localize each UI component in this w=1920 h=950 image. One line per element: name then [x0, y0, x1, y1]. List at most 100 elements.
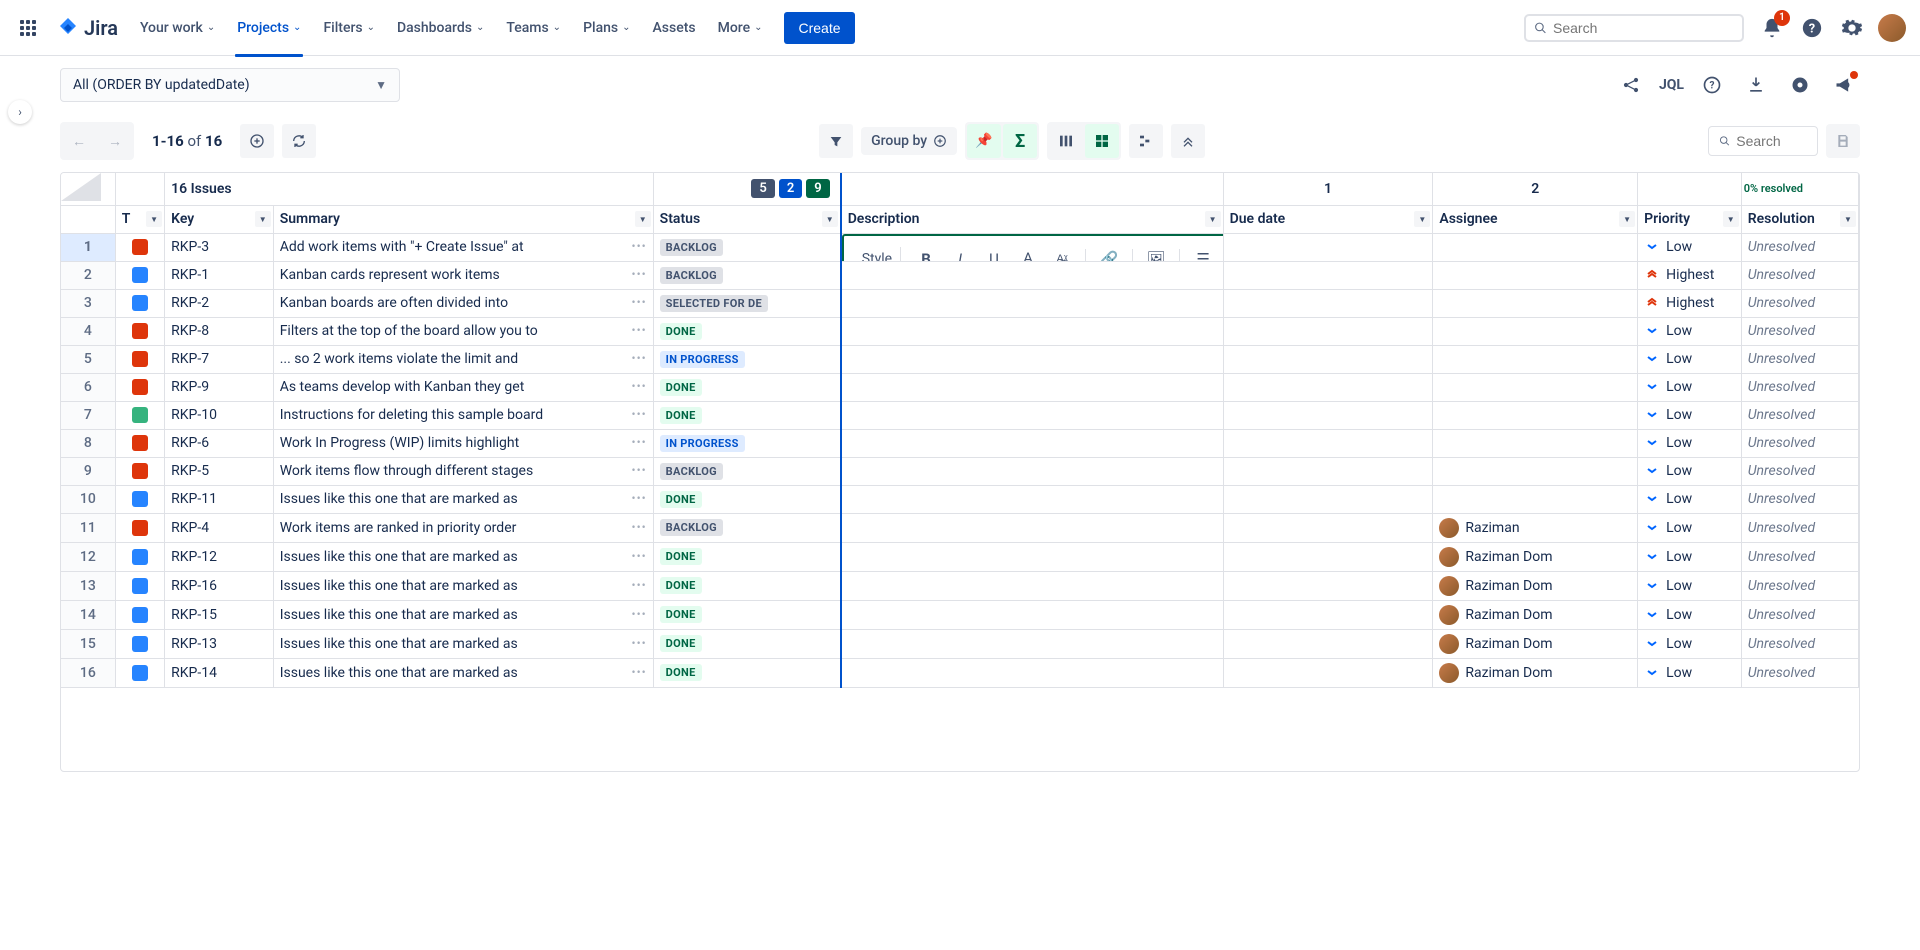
profile-avatar[interactable]: [1876, 12, 1908, 44]
duedate-cell[interactable]: [1223, 485, 1433, 513]
sort-icon[interactable]: ▼: [1723, 211, 1739, 227]
duedate-cell[interactable]: [1223, 542, 1433, 571]
description-cell[interactable]: [841, 457, 1223, 485]
status-cell[interactable]: DONE: [653, 629, 841, 658]
description-cell[interactable]: [841, 629, 1223, 658]
summary-cell[interactable]: Add work items with "+ Create Issue" at•…: [273, 233, 653, 261]
status-cell[interactable]: DONE: [653, 373, 841, 401]
duedate-cell[interactable]: [1223, 571, 1433, 600]
sort-icon[interactable]: ▼: [146, 211, 162, 227]
italic-button[interactable]: I: [945, 244, 975, 262]
resolution-cell[interactable]: Unresolved: [1741, 373, 1858, 401]
assignee-cell[interactable]: [1433, 485, 1638, 513]
table-row[interactable]: 13 RKP-16 Issues like this one that are …: [61, 571, 1859, 600]
table-row[interactable]: 15 RKP-13 Issues like this one that are …: [61, 629, 1859, 658]
sort-icon[interactable]: ▼: [1205, 211, 1221, 227]
resolution-cell[interactable]: Unresolved: [1741, 485, 1858, 513]
resolution-cell[interactable]: Unresolved: [1741, 317, 1858, 345]
filter-dropdown[interactable]: All (ORDER BY updatedDate) ▼: [60, 68, 400, 102]
table-row[interactable]: 7 RKP-10 Instructions for deleting this …: [61, 401, 1859, 429]
col-header-summary[interactable]: Summary▼: [273, 205, 653, 233]
status-cell[interactable]: DONE: [653, 658, 841, 687]
row-number[interactable]: 9: [61, 457, 115, 485]
summary-cell[interactable]: Instructions for deleting this sample bo…: [273, 401, 653, 429]
notifications-icon[interactable]: 1: [1756, 12, 1788, 44]
row-number[interactable]: 7: [61, 401, 115, 429]
more-icon[interactable]: •••: [632, 578, 647, 592]
priority-cell[interactable]: Low: [1638, 373, 1742, 401]
summary-cell[interactable]: Kanban boards are often divided into•••: [273, 289, 653, 317]
priority-cell[interactable]: Low: [1638, 345, 1742, 373]
priority-cell[interactable]: Low: [1638, 485, 1742, 513]
layout-list-button[interactable]: [1049, 124, 1083, 158]
description-cell[interactable]: [841, 373, 1223, 401]
status-cell[interactable]: DONE: [653, 401, 841, 429]
key-cell[interactable]: RKP-9: [165, 373, 274, 401]
priority-cell[interactable]: Highest: [1638, 289, 1742, 317]
more-icon[interactable]: •••: [632, 607, 647, 621]
more-icon[interactable]: •••: [632, 520, 647, 534]
col-header-due-date[interactable]: Due date▼: [1223, 205, 1433, 233]
more-icon[interactable]: •••: [632, 463, 647, 477]
priority-cell[interactable]: Low: [1638, 317, 1742, 345]
col-header-status[interactable]: Status▼: [653, 205, 841, 233]
row-number[interactable]: 4: [61, 317, 115, 345]
key-cell[interactable]: RKP-6: [165, 429, 274, 457]
row-number[interactable]: 14: [61, 600, 115, 629]
more-icon[interactable]: •••: [632, 491, 647, 505]
assignee-cell[interactable]: [1433, 233, 1638, 261]
duedate-cell[interactable]: [1223, 429, 1433, 457]
assignee-cell[interactable]: [1433, 261, 1638, 289]
status-cell[interactable]: DONE: [653, 571, 841, 600]
help-small-icon[interactable]: ?: [1696, 69, 1728, 101]
layout-grid-button[interactable]: [1085, 124, 1119, 158]
table-row[interactable]: 9 RKP-5 Work items flow through differen…: [61, 457, 1859, 485]
summary-cell[interactable]: Issues like this one that are marked as•…: [273, 571, 653, 600]
nav-item-more[interactable]: More ⌄: [708, 12, 773, 44]
col-header-description[interactable]: Description▼: [841, 205, 1223, 233]
sort-icon[interactable]: ▼: [1619, 211, 1635, 227]
row-number[interactable]: 16: [61, 658, 115, 687]
description-cell[interactable]: [841, 600, 1223, 629]
jql-button[interactable]: JQL: [1659, 77, 1684, 93]
resolution-cell[interactable]: Unresolved: [1741, 457, 1858, 485]
status-cell[interactable]: BACKLOG: [653, 261, 841, 289]
assignee-cell[interactable]: [1433, 289, 1638, 317]
description-cell[interactable]: [841, 261, 1223, 289]
duedate-cell[interactable]: [1223, 401, 1433, 429]
duedate-cell[interactable]: [1223, 373, 1433, 401]
duedate-cell[interactable]: [1223, 233, 1433, 261]
priority-cell[interactable]: Low: [1638, 401, 1742, 429]
resolution-cell[interactable]: Unresolved: [1741, 629, 1858, 658]
sort-icon[interactable]: ▼: [1414, 211, 1430, 227]
key-cell[interactable]: RKP-8: [165, 317, 274, 345]
summary-cell[interactable]: Issues like this one that are marked as•…: [273, 542, 653, 571]
summary-cell[interactable]: Issues like this one that are marked as•…: [273, 658, 653, 687]
table-row[interactable]: 16 RKP-14 Issues like this one that are …: [61, 658, 1859, 687]
numbered-list-button[interactable]: 1☰: [1222, 244, 1223, 262]
row-number[interactable]: 12: [61, 542, 115, 571]
bullet-list-button[interactable]: ☰: [1188, 244, 1218, 262]
sort-icon[interactable]: ▼: [822, 211, 838, 227]
col-header-priority[interactable]: Priority▼: [1638, 205, 1742, 233]
type-cell[interactable]: [115, 658, 164, 687]
more-icon[interactable]: •••: [632, 295, 647, 309]
resolution-cell[interactable]: Unresolved: [1741, 658, 1858, 687]
sidebar-expand-button[interactable]: ›: [8, 100, 32, 124]
app-switcher-icon[interactable]: [12, 12, 44, 44]
key-cell[interactable]: RKP-11: [165, 485, 274, 513]
status-cell[interactable]: DONE: [653, 317, 841, 345]
sort-icon[interactable]: ▼: [635, 211, 651, 227]
sort-icon[interactable]: ▼: [255, 211, 271, 227]
description-cell[interactable]: [841, 571, 1223, 600]
summary-cell[interactable]: Work In Progress (WIP) limits highlight•…: [273, 429, 653, 457]
priority-cell[interactable]: Low: [1638, 233, 1742, 261]
more-icon[interactable]: •••: [632, 351, 647, 365]
table-row[interactable]: 5 RKP-7 ... so 2 work items violate the …: [61, 345, 1859, 373]
status-cell[interactable]: BACKLOG: [653, 457, 841, 485]
duedate-cell[interactable]: [1223, 629, 1433, 658]
text-color-button[interactable]: A: [1013, 244, 1043, 262]
clear-format-button[interactable]: A̶ᵡ: [1047, 244, 1077, 262]
sum-button[interactable]: Σ: [1003, 124, 1037, 158]
status-cell[interactable]: IN PROGRESS: [653, 429, 841, 457]
